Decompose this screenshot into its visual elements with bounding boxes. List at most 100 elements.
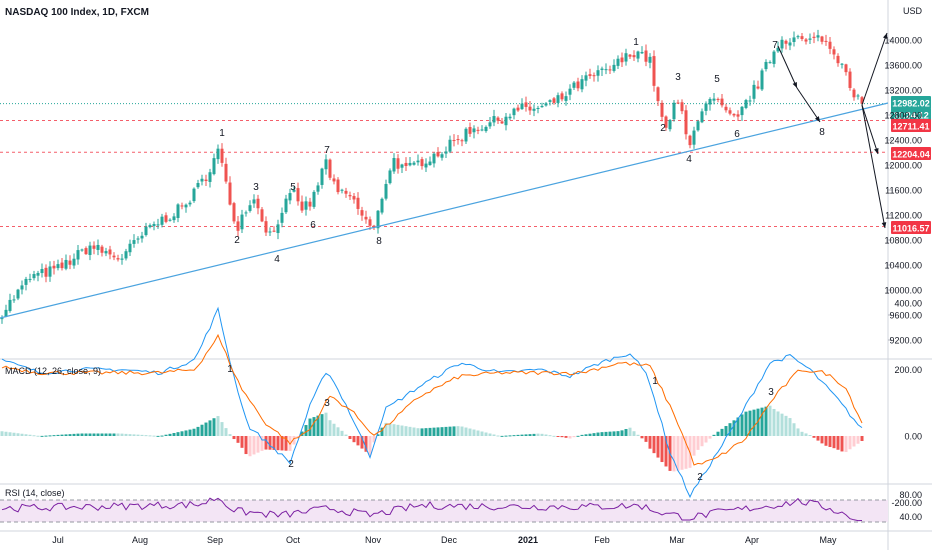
candle-body[interactable] xyxy=(820,36,824,42)
candle-body[interactable] xyxy=(32,274,36,279)
candle-body[interactable] xyxy=(420,159,424,167)
candle-body[interactable] xyxy=(676,102,680,104)
candle-body[interactable] xyxy=(556,95,560,103)
candle-body[interactable] xyxy=(68,260,72,265)
candle-body[interactable] xyxy=(592,75,596,77)
candle-body[interactable] xyxy=(60,262,64,269)
candle-body[interactable] xyxy=(92,245,96,249)
candle-body[interactable] xyxy=(220,148,224,163)
candle-body[interactable] xyxy=(52,265,56,269)
candle-body[interactable] xyxy=(228,182,232,205)
rsi-pane[interactable] xyxy=(0,497,888,523)
wave-arrow[interactable] xyxy=(777,45,798,89)
candle-body[interactable] xyxy=(816,35,820,38)
candle-body[interactable] xyxy=(236,221,240,231)
candle-body[interactable] xyxy=(448,139,452,152)
candle-body[interactable] xyxy=(20,285,24,290)
macd-line[interactable] xyxy=(1,306,863,499)
candle-body[interactable] xyxy=(824,40,828,42)
candle-body[interactable] xyxy=(412,162,416,165)
candle-body[interactable] xyxy=(212,158,216,175)
candle-body[interactable] xyxy=(108,249,112,255)
projection-arrow-down[interactable] xyxy=(861,104,886,229)
candle-body[interactable] xyxy=(560,93,564,100)
candle-body[interactable] xyxy=(336,179,340,193)
candle-body[interactable] xyxy=(452,140,456,142)
candle-body[interactable] xyxy=(340,189,344,191)
candle-body[interactable] xyxy=(668,120,672,130)
candle-body[interactable] xyxy=(484,126,488,132)
candle-body[interactable] xyxy=(184,204,188,208)
candle-body[interactable] xyxy=(132,240,136,244)
projection-arrow-up[interactable] xyxy=(861,32,888,106)
candle-body[interactable] xyxy=(860,97,864,104)
candle-body[interactable] xyxy=(500,121,504,124)
candle-body[interactable] xyxy=(492,116,496,123)
candle-body[interactable] xyxy=(280,212,284,223)
candle-body[interactable] xyxy=(508,116,512,119)
candle-body[interactable] xyxy=(152,224,156,227)
projection-arrow-mid[interactable] xyxy=(861,104,879,155)
candle-body[interactable] xyxy=(640,52,644,54)
trendline[interactable] xyxy=(0,102,889,319)
candle-body[interactable] xyxy=(476,129,480,131)
candle-body[interactable] xyxy=(256,198,260,209)
candle-body[interactable] xyxy=(480,129,484,131)
candle-body[interactable] xyxy=(76,250,80,260)
candle-body[interactable] xyxy=(632,55,636,58)
candle-body[interactable] xyxy=(304,201,308,210)
candle-body[interactable] xyxy=(268,231,272,233)
candle-body[interactable] xyxy=(400,164,404,168)
candle-body[interactable] xyxy=(332,178,336,182)
candle-body[interactable] xyxy=(276,224,280,234)
candle-body[interactable] xyxy=(196,183,200,188)
candle-body[interactable] xyxy=(808,38,812,40)
candle-body[interactable] xyxy=(328,159,332,178)
candle-body[interactable] xyxy=(140,235,144,239)
candle-body[interactable] xyxy=(440,154,444,158)
candle-body[interactable] xyxy=(736,114,740,117)
candle-body[interactable] xyxy=(772,51,776,64)
candle-body[interactable] xyxy=(684,110,688,135)
candle-body[interactable] xyxy=(180,205,184,207)
candle-body[interactable] xyxy=(564,96,568,101)
candle-body[interactable] xyxy=(720,98,724,106)
price-pane[interactable]: 1 2 3 4 5 6 7 8 1 2 3 4 5 6 7 8 12982.02 11:24:1212711.41… xyxy=(0,29,931,324)
candle-body[interactable] xyxy=(176,204,180,218)
candle-body[interactable] xyxy=(444,151,448,154)
candle-body[interactable] xyxy=(848,71,852,88)
candle-body[interactable] xyxy=(136,238,140,240)
candle-body[interactable] xyxy=(756,86,760,89)
candle-body[interactable] xyxy=(216,148,220,160)
candle-body[interactable] xyxy=(504,116,508,126)
candle-body[interactable] xyxy=(544,103,548,106)
signal-line[interactable] xyxy=(1,333,863,466)
candle-body[interactable] xyxy=(744,100,748,108)
candle-body[interactable] xyxy=(172,216,176,221)
candle-body[interactable] xyxy=(308,201,312,207)
candle-body[interactable] xyxy=(672,102,676,120)
candle-body[interactable] xyxy=(532,108,536,111)
candle-body[interactable] xyxy=(784,40,788,44)
candle-body[interactable] xyxy=(644,50,648,62)
candle-body[interactable] xyxy=(96,244,100,250)
candle-body[interactable] xyxy=(48,266,52,277)
candle-body[interactable] xyxy=(552,98,556,103)
candle-body[interactable] xyxy=(128,243,132,253)
candle-body[interactable] xyxy=(696,121,700,131)
wave-arrow[interactable] xyxy=(796,87,821,123)
candle-body[interactable] xyxy=(168,219,172,221)
candle-body[interactable] xyxy=(104,251,108,254)
candle-body[interactable] xyxy=(204,179,208,181)
candle-body[interactable] xyxy=(120,258,124,260)
candle-body[interactable] xyxy=(292,189,296,192)
candle-body[interactable] xyxy=(356,197,360,209)
candle-body[interactable] xyxy=(320,168,324,185)
candle-body[interactable] xyxy=(832,49,836,55)
candle-body[interactable] xyxy=(780,39,784,49)
candle-body[interactable] xyxy=(524,102,528,107)
candle-body[interactable] xyxy=(252,199,256,204)
candle-body[interactable] xyxy=(648,56,652,63)
candle-body[interactable] xyxy=(396,158,400,169)
candle-body[interactable] xyxy=(512,108,516,116)
